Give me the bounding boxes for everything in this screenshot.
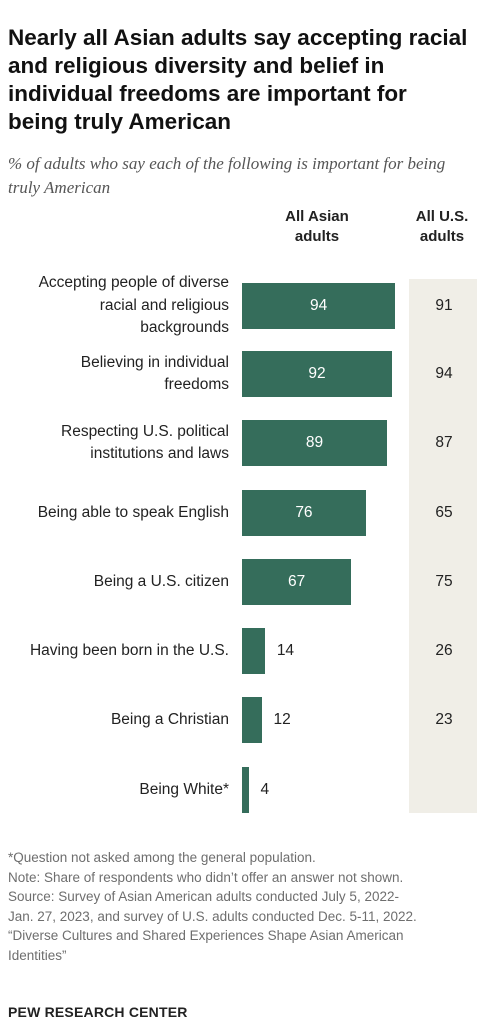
us-value-label: 94	[435, 365, 453, 382]
category-label: Being a U.S. citizen	[93, 572, 229, 590]
us-column-background	[409, 279, 477, 813]
bar-value-label: 14	[276, 642, 295, 659]
bar-asian	[242, 697, 262, 743]
bar-value-label: 94	[309, 297, 328, 314]
category-label: Being able to speak English	[37, 503, 229, 521]
bar-value-label: 67	[287, 573, 306, 590]
us-value-label: 91	[435, 297, 453, 314]
bar-value-label: 89	[305, 434, 324, 451]
us-value-label: 75	[435, 573, 453, 590]
category-label: Being a Christian	[110, 710, 229, 728]
bar-asian	[242, 767, 249, 813]
chart-notes: *Question not asked among the general po…	[8, 848, 474, 965]
bar-value-label: 92	[308, 365, 326, 382]
note-line: Source: Survey of Asian American adults …	[8, 889, 399, 904]
note-line: Identities”	[8, 947, 67, 963]
bar-asian	[242, 283, 396, 329]
bar-asian	[242, 490, 366, 536]
column-header-asian: All Asian adults	[285, 208, 349, 245]
column-header-us: All U.S. adults	[415, 208, 469, 245]
note-line: Note: Share of respondents who didn’t of…	[8, 869, 404, 885]
us-value-label: 87	[435, 434, 453, 451]
bar-asian	[242, 420, 388, 466]
us-value-label: 65	[435, 504, 453, 521]
note-line: *Question not asked among the general po…	[8, 850, 316, 865]
note-line: “Diverse Cultures and Shared Experiences…	[8, 928, 404, 943]
bar-asian	[242, 351, 392, 397]
us-value-label: 23	[435, 711, 453, 728]
category-label: Accepting people of diverse racial and re…	[38, 274, 229, 337]
note-line: Jan. 27, 2023, and survey of U.S. adults…	[8, 908, 417, 924]
bar-value-label: 12	[273, 711, 291, 728]
category-label: Respecting U.S. political institutions an…	[61, 422, 229, 463]
source-org-logo-text: PEW RESEARCH CENTER	[8, 1004, 188, 1020]
us-value-label: 26	[435, 642, 453, 659]
category-label: Believing in individual freedoms	[80, 353, 229, 394]
bar-value-label: 76	[295, 504, 313, 521]
chart-subtitle: % of adults who say each of the followin…	[8, 154, 446, 197]
bar-value-label: 4	[260, 781, 270, 798]
chart-title: Nearly all Asian adults say accepting ra…	[8, 25, 468, 134]
category-label: Having been born in the U.S.	[29, 641, 229, 659]
category-label: Being White*	[139, 780, 229, 798]
bar-asian	[242, 628, 265, 674]
bar-asian	[242, 559, 352, 605]
